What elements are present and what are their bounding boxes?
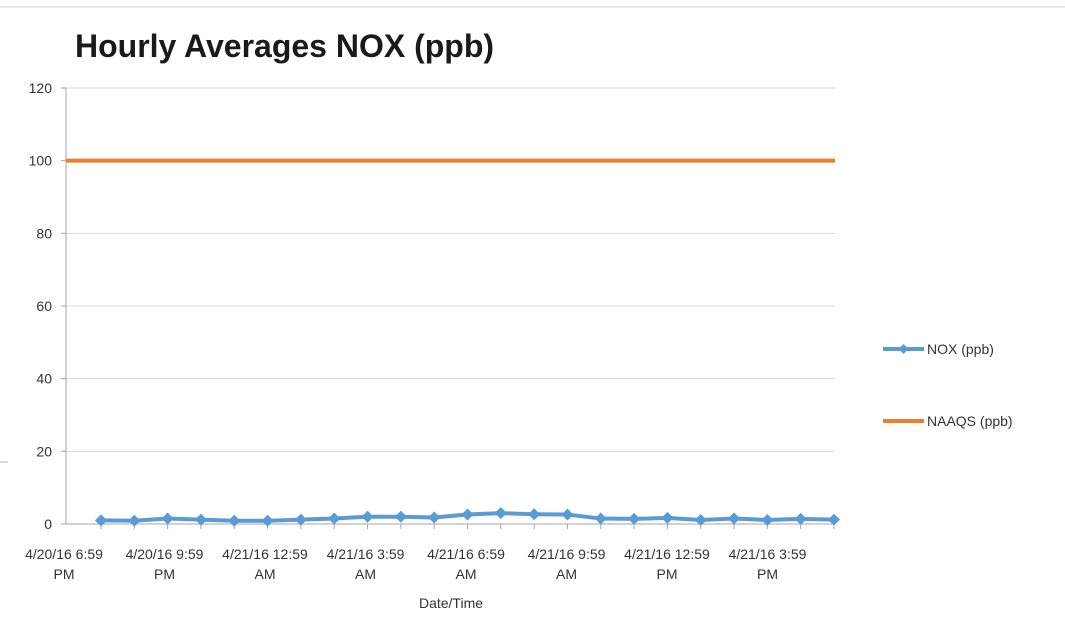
y-tick-label: 100 (29, 153, 53, 169)
x-tick-label: PM (757, 566, 778, 582)
legend-marker (898, 344, 909, 354)
x-tick-label: 4/21/16 12:59 (624, 546, 710, 562)
x-tick-label: 4/21/16 6:59 (427, 546, 505, 562)
data-point (294, 513, 307, 526)
series-layer (66, 158, 840, 527)
data-point (394, 510, 407, 523)
gridlines (66, 87, 835, 452)
x-tick-label: PM (154, 566, 175, 582)
data-point (794, 512, 807, 525)
x-tick-label: AM (456, 566, 477, 582)
data-point (428, 511, 441, 524)
x-tick-label: 4/21/16 3:59 (729, 546, 807, 562)
data-point (194, 513, 207, 526)
legend-label: NOX (ppb) (927, 341, 994, 357)
x-tick-label: 4/21/16 9:59 (528, 546, 606, 562)
y-tick-label: 20 (36, 443, 52, 459)
data-point (628, 512, 641, 525)
x-tick-label: AM (255, 566, 276, 582)
y-tick-label: 60 (36, 298, 52, 314)
data-point (494, 507, 507, 520)
x-axis: 4/20/16 6:59 PM 4/20/16 9:59 PM 4/21/16 12:5… (25, 523, 835, 582)
chart-title: Hourly Averages NOX (ppb) (75, 28, 494, 64)
data-point (228, 514, 241, 527)
data-point (361, 510, 374, 523)
y-tick-label: 40 (36, 371, 52, 387)
y-tick-label: 120 (29, 80, 53, 96)
y-axis: 0 20 40 60 80 100 120 (29, 80, 67, 532)
data-point (528, 508, 541, 521)
x-tick-label: PM (657, 566, 678, 582)
x-tick-label: 4/20/16 9:59 (126, 546, 204, 562)
data-point (561, 508, 574, 521)
legend-label: NAAQS (ppb) (927, 413, 1013, 429)
x-tick-label: PM (54, 566, 75, 582)
data-point (661, 511, 674, 524)
data-point (261, 514, 274, 527)
data-point (161, 512, 174, 525)
data-point (728, 512, 741, 525)
x-axis-title: Date/Time (419, 595, 483, 611)
x-tick-label: 4/21/16 12:59 (222, 546, 308, 562)
data-point (328, 512, 341, 525)
y-tick-label: 80 (36, 225, 52, 241)
data-point (594, 512, 607, 525)
x-tick-label: AM (556, 566, 577, 582)
legend: NOX (ppb) NAAQS (ppb) (883, 341, 1013, 429)
data-point (461, 508, 474, 521)
x-tick-label: 4/21/16 3:59 (327, 546, 405, 562)
data-point (128, 514, 141, 527)
data-point (694, 514, 707, 527)
x-tick-label: AM (355, 566, 376, 582)
data-point (95, 514, 107, 527)
data-point (761, 514, 774, 527)
data-point (828, 513, 840, 526)
x-tick-label: 4/20/16 6:59 (25, 546, 103, 562)
y-tick-label: 0 (44, 516, 52, 532)
